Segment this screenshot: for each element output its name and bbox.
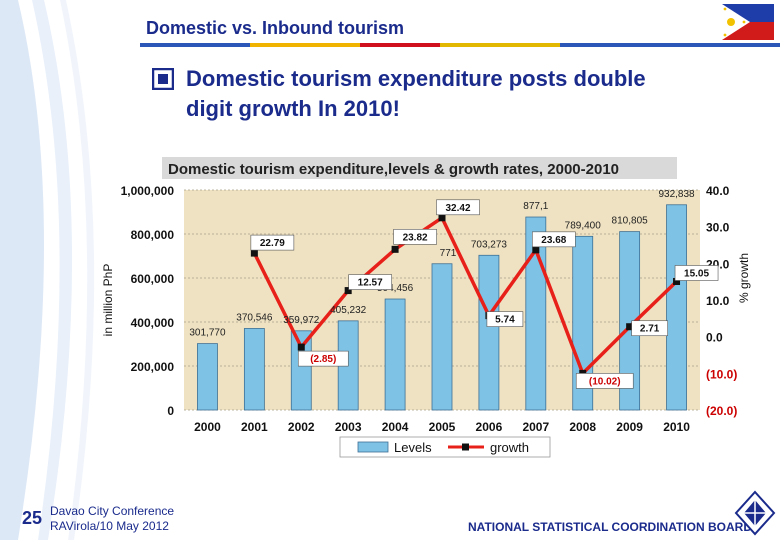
growth-data-label: 32.42 [445, 203, 470, 214]
x-tick-label: 2008 [569, 420, 596, 434]
level-bar [431, 263, 453, 411]
y-tick-label: 400,000 [131, 316, 175, 330]
growth-label-box [297, 350, 349, 367]
legend-levels-swatch [357, 441, 389, 453]
growth-data-label: 12.57 [358, 278, 383, 289]
growth-label-box [348, 274, 392, 290]
growth-data-label: (10.02) [589, 376, 621, 387]
growth-label-box [674, 265, 719, 281]
growth-point [297, 343, 305, 351]
footer-conference: Davao City Conference [50, 504, 175, 518]
philippine-flag-icon [722, 4, 774, 40]
growth-label-box [486, 311, 524, 327]
nscb-logo-icon [734, 490, 776, 536]
x-tick-label: 2002 [288, 420, 315, 434]
growth-point [626, 323, 634, 331]
legend-box [339, 436, 551, 458]
y-tick-label: 1,000,000 [121, 184, 175, 198]
level-data-label: 703,273 [471, 239, 508, 250]
level-data-label: 877,1 [523, 201, 548, 212]
level-bar [384, 298, 406, 411]
y2-tick-label: 30.0 [706, 221, 730, 235]
x-tick-label: 2006 [476, 420, 503, 434]
x-tick-label: 2003 [335, 420, 362, 434]
level-data-label: 370,546 [236, 312, 273, 323]
legend-growth-marker [462, 443, 469, 451]
level-bar [243, 328, 265, 411]
header-title: Domestic vs. Inbound tourism [146, 18, 405, 38]
y2-tick-label: 40.0 [706, 184, 730, 198]
growth-point [438, 214, 446, 222]
level-data-label: 359,972 [283, 315, 320, 326]
growth-data-label: 23.68 [541, 235, 566, 246]
growth-data-label: 15.05 [684, 268, 709, 279]
y-tick-label: 600,000 [131, 272, 175, 286]
growth-data-label: 5.74 [495, 315, 515, 326]
checkbox-bullet-icon [152, 68, 174, 90]
level-data-label: 771 [440, 248, 457, 259]
growth-label-box [250, 234, 295, 251]
growth-label-box [631, 320, 668, 337]
x-tick-label: 2010 [663, 420, 690, 434]
headline-line-2: digit growth In 2010! [186, 96, 400, 121]
growth-point [673, 277, 681, 285]
x-tick-label: 2001 [241, 420, 268, 434]
y-tick-label: 0 [167, 404, 174, 418]
level-data-label: 405,232 [330, 305, 367, 316]
level-data-label: 932,838 [658, 189, 695, 200]
y-axis-label: in million PhP [101, 264, 115, 337]
chart-title-box [162, 157, 677, 179]
growth-line [252, 216, 678, 376]
growth-point [344, 287, 352, 295]
y2-axis-label: % growth [737, 253, 751, 303]
growth-point [391, 245, 399, 253]
level-bar [290, 330, 312, 411]
left-decoration [0, 0, 95, 540]
headline-line-1: Domestic tourism expenditure posts doubl… [186, 66, 646, 91]
x-tick-label: 2009 [616, 420, 643, 434]
x-tick-label: 2004 [382, 420, 409, 434]
level-data-label: 504,456 [377, 283, 414, 294]
page-number: 25 [22, 508, 43, 528]
legend-levels-label: Levels [394, 440, 432, 455]
legend-growth-label: growth [490, 440, 529, 455]
level-data-label: 301,770 [189, 328, 226, 339]
y-tick-label: 200,000 [131, 360, 175, 374]
headline: Domestic tourism expenditure posts doubl… [186, 64, 746, 124]
growth-data-label: 22.79 [260, 238, 285, 249]
growth-label-box [532, 231, 576, 248]
y-tick-label: 800,000 [131, 228, 175, 242]
growth-label-box [575, 373, 634, 389]
x-tick-label: 2005 [429, 420, 456, 434]
level-bar [666, 204, 687, 411]
growth-label-box [393, 229, 437, 245]
growth-point [250, 249, 258, 257]
tourism-expenditure-chart: Domestic tourism expenditure,levels & gr… [100, 150, 770, 465]
level-bar [478, 254, 500, 411]
level-data-label: 810,805 [612, 216, 649, 227]
y2-tick-label: (20.0) [706, 404, 737, 418]
x-tick-label: 2000 [194, 420, 221, 434]
level-data-label: 789,400 [565, 220, 602, 231]
y2-tick-label: 0.0 [706, 331, 723, 345]
growth-label-box [436, 199, 480, 216]
chart-title: Domestic tourism expenditure,levels & gr… [168, 161, 619, 178]
header-color-bars [140, 43, 780, 47]
footer-author-date: RAVirola/10 May 2012 [50, 519, 169, 533]
footer-organization: NATIONAL STATISTICAL COORDINATION BOARD [468, 520, 752, 534]
y2-tick-label: (10.0) [706, 367, 737, 381]
growth-data-label: (2.85) [310, 354, 336, 365]
x-tick-label: 2007 [522, 420, 549, 434]
growth-data-label: 2.71 [640, 324, 660, 335]
level-bar [197, 343, 218, 411]
growth-data-label: 23.82 [403, 232, 428, 243]
y2-tick-label: 10.0 [706, 294, 730, 308]
growth-point [532, 246, 540, 254]
